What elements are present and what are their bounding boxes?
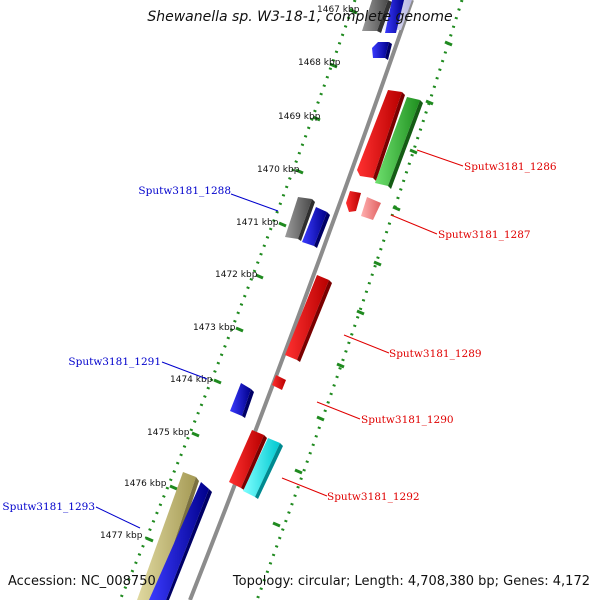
inner-tick-marks (145, 8, 358, 543)
gene-cyan-1292 (243, 438, 283, 499)
gene-label-1288: Sputw3181_1288 (138, 185, 231, 197)
gene-labels: Sputw3181_1286 Sputw3181_1287 Sputw3181_… (2, 161, 556, 513)
gene-top-grey (362, 0, 392, 33)
gene-label-1292: Sputw3181_1292 (327, 491, 420, 503)
genome-backbone (188, 0, 414, 600)
tick-label-1471: 1471 kbp (236, 218, 279, 228)
genome-summary-text: Topology: circular; Length: 4,708,380 bp… (232, 574, 590, 589)
tick-label-1467: 1467 kbp (317, 5, 360, 15)
accession-text: Accession: NC_008750 (8, 574, 156, 589)
gene-pink-1287 (361, 197, 381, 220)
gene-small-blue-1468 (372, 42, 392, 60)
gene-red-1289 (285, 275, 332, 362)
kbp-tick-labels: 1467 kbp 1468 kbp 1469 kbp 1470 kbp 1471… (100, 5, 360, 541)
gene-blue-1288 (302, 207, 330, 248)
gene-grey-1288 (285, 197, 315, 241)
tick-label-1472: 1472 kbp (215, 270, 258, 280)
outer-tick-marks (272, 40, 453, 528)
tick-label-1470: 1470 kbp (257, 165, 300, 175)
gene-label-1293: Sputw3181_1293 (2, 501, 95, 513)
tick-label-1474: 1474 kbp (170, 375, 213, 385)
gene-red-1290 (272, 375, 286, 390)
genome-title: Shewanella sp. W3-18-1, complete genome (147, 9, 453, 25)
gene-blue-1293 (149, 482, 212, 600)
gene-label-1287: Sputw3181_1287 (438, 229, 531, 241)
tick-label-1469: 1469 kbp (278, 112, 321, 122)
label-connectors (95, 149, 464, 529)
tick-label-1468: 1468 kbp (298, 58, 341, 68)
gene-blue-1291 (230, 383, 254, 418)
gene-red-1469 (357, 90, 405, 181)
tick-label-1477: 1477 kbp (100, 531, 143, 541)
tick-label-1476: 1476 kbp (124, 479, 167, 489)
outer-dotted-track (255, 0, 464, 600)
gene-red-1475 (229, 430, 267, 490)
gene-label-1286: Sputw3181_1286 (464, 161, 557, 173)
gene-red-small-1471 (346, 191, 361, 212)
gene-green-1286 (375, 97, 423, 189)
inner-dotted-track (118, 0, 357, 600)
gene-top-blue (385, 0, 404, 33)
gene-label-1291: Sputw3181_1291 (68, 356, 161, 368)
tick-label-1475: 1475 kbp (147, 428, 190, 438)
gene-label-1289: Sputw3181_1289 (389, 348, 482, 360)
gene-label-1290: Sputw3181_1290 (361, 414, 454, 426)
tick-label-1473: 1473 kbp (193, 323, 236, 333)
